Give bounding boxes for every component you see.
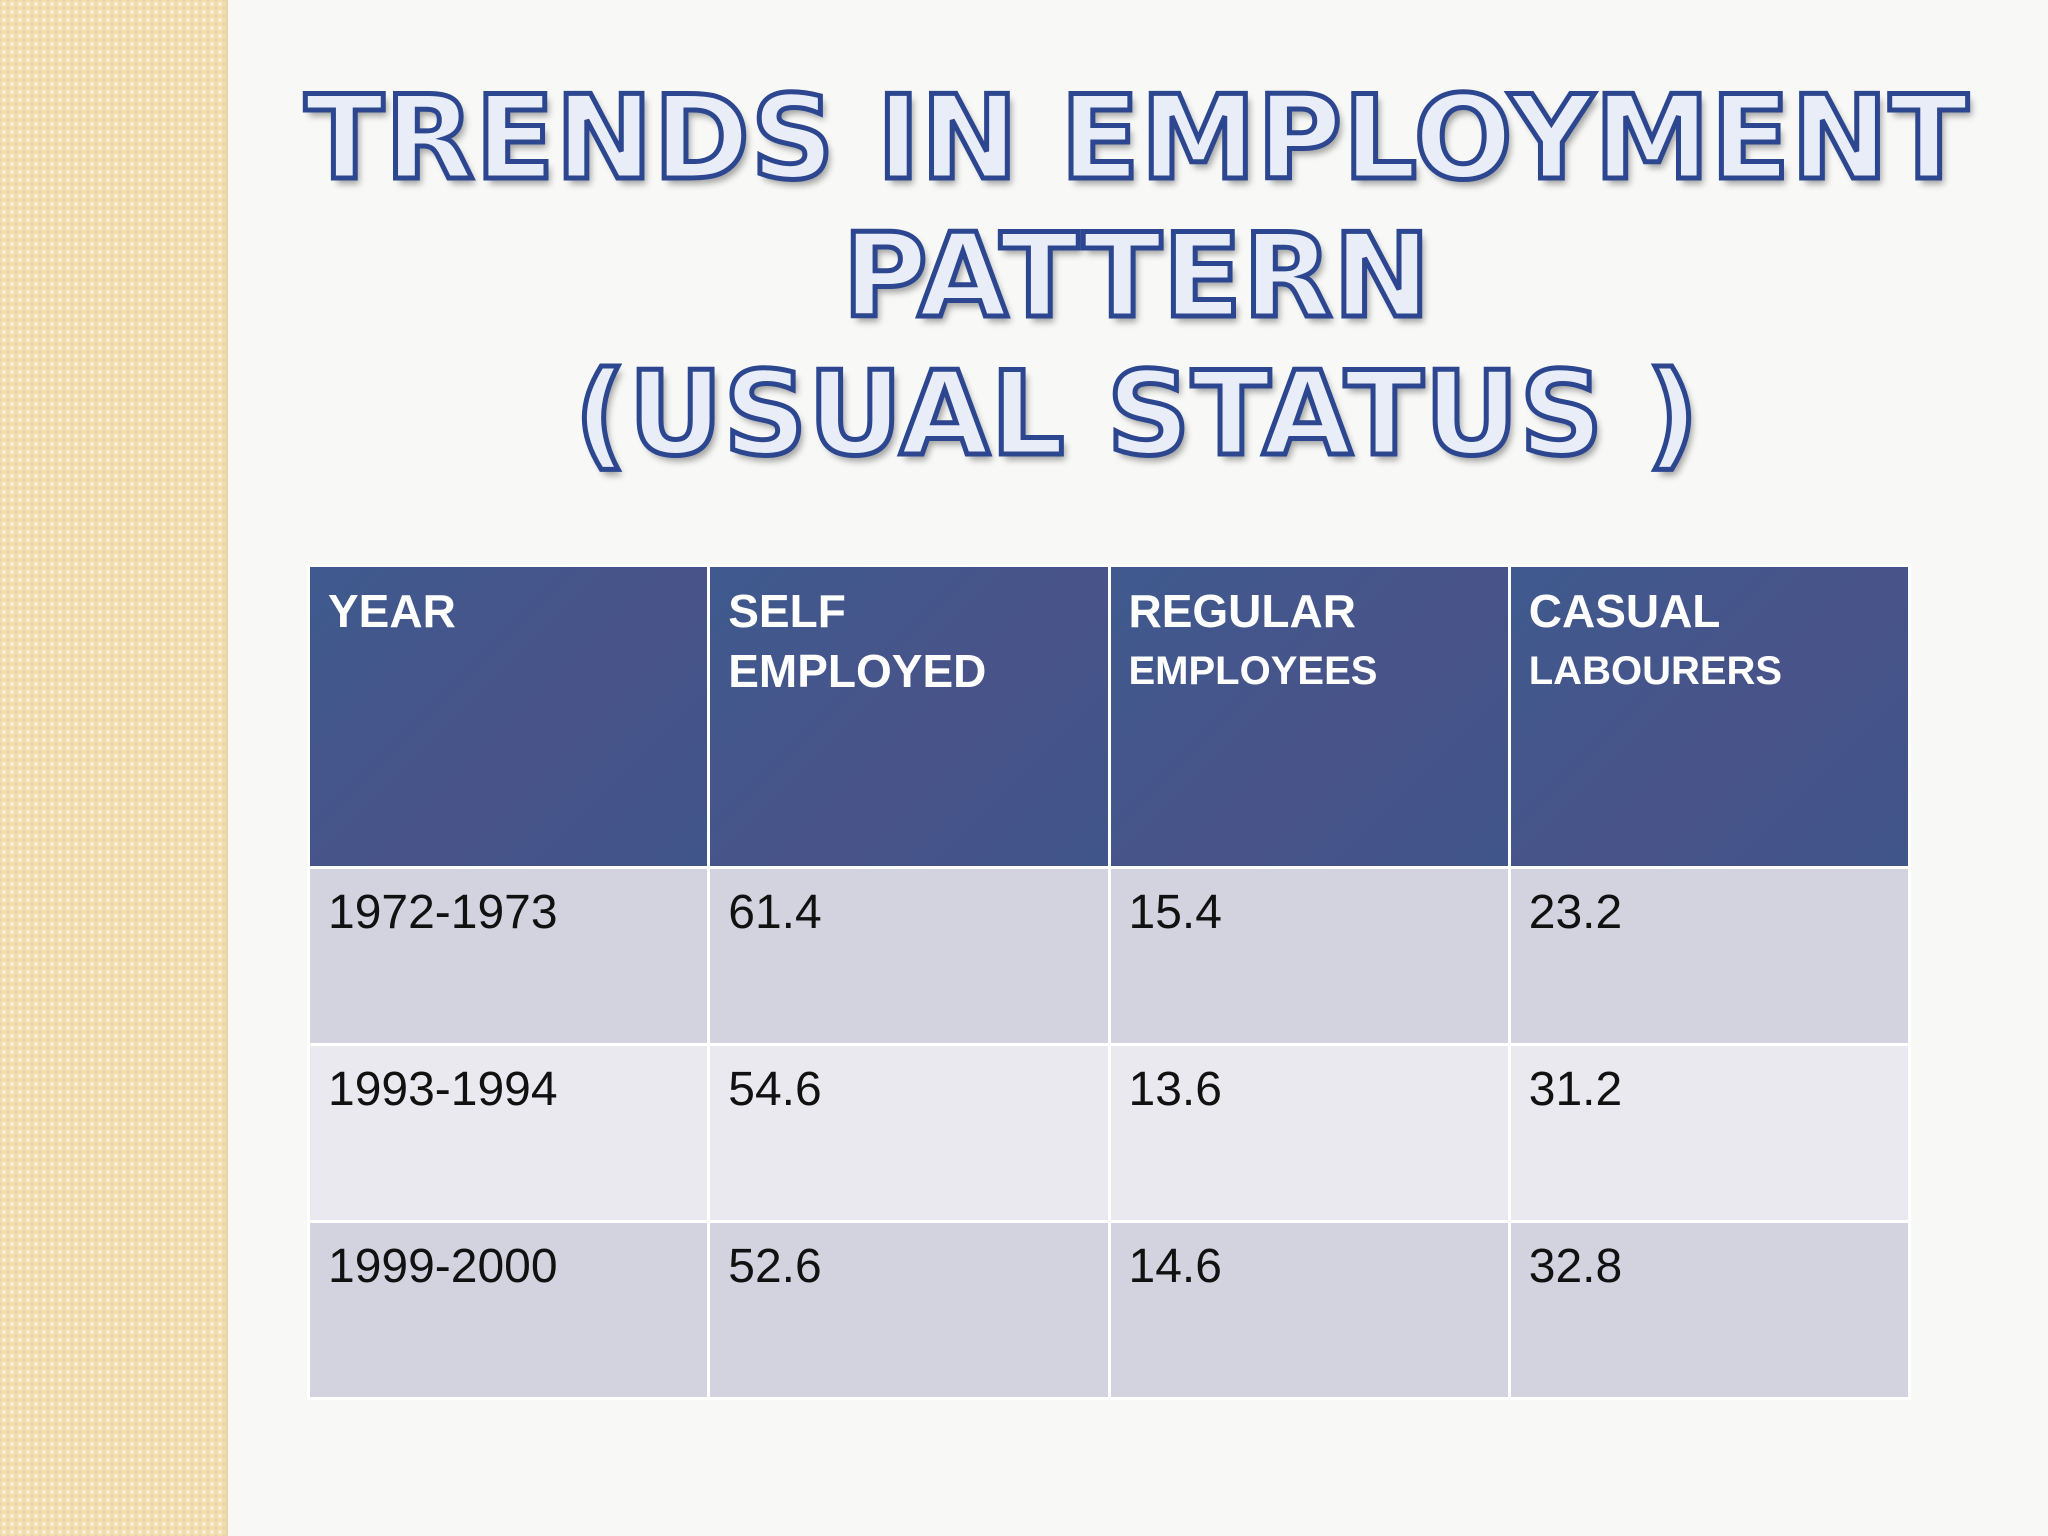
cell-casual-labourers: 31.2 (1507, 1043, 1912, 1223)
header-regular-employees-line2: EMPLOYEES (1128, 649, 1378, 693)
slide-title: TRENDS IN EMPLOYMENT PATTERN (USUAL STAT… (226, 69, 2048, 485)
header-self-employed-line1: SELF (728, 585, 846, 637)
cell-casual-labourers: 32.8 (1507, 1220, 1912, 1400)
table-header-row: YEAR SELF EMPLOYED REGULAR EMPLOYEES CAS… (306, 564, 1912, 869)
decorative-side-strip (0, 0, 228, 1536)
header-self-employed-line2: EMPLOYED (728, 645, 987, 697)
cell-year: 1993-1994 (306, 1043, 711, 1223)
cell-regular-employees: 14.6 (1107, 1220, 1511, 1400)
header-self-employed: SELF EMPLOYED (707, 564, 1111, 869)
header-regular-employees-line1: REGULAR (1128, 585, 1356, 637)
title-line-2: PATTERN (840, 207, 1433, 347)
cell-year: 1999-2000 (306, 1220, 711, 1400)
title-line-3: (USUAL STATUS ) (572, 345, 1701, 485)
header-regular-employees: REGULAR EMPLOYEES (1107, 564, 1511, 869)
header-year-label: YEAR (328, 585, 456, 637)
employment-table-container: YEAR SELF EMPLOYED REGULAR EMPLOYEES CAS… (306, 564, 1912, 1400)
table-row: 1972-1973 61.4 15.4 23.2 (306, 866, 1912, 1046)
cell-casual-labourers: 23.2 (1507, 866, 1912, 1046)
cell-regular-employees: 13.6 (1107, 1043, 1511, 1223)
cell-year: 1972-1973 (306, 866, 711, 1046)
table-row: 1999-2000 52.6 14.6 32.8 (306, 1220, 1912, 1400)
cell-self-employed: 52.6 (707, 1220, 1111, 1400)
header-casual-labourers: CASUAL LABOURERS (1507, 564, 1912, 869)
header-casual-labourers-line1: CASUAL (1528, 585, 1721, 637)
cell-regular-employees: 15.4 (1107, 866, 1511, 1046)
cell-self-employed: 54.6 (707, 1043, 1111, 1223)
table-row: 1993-1994 54.6 13.6 31.2 (306, 1043, 1912, 1223)
employment-table: YEAR SELF EMPLOYED REGULAR EMPLOYEES CAS… (306, 564, 1912, 1400)
header-casual-labourers-line2: LABOURERS (1528, 649, 1783, 693)
title-line-1: TRENDS IN EMPLOYMENT (302, 69, 1970, 209)
header-year: YEAR (306, 564, 711, 869)
cell-self-employed: 61.4 (707, 866, 1111, 1046)
